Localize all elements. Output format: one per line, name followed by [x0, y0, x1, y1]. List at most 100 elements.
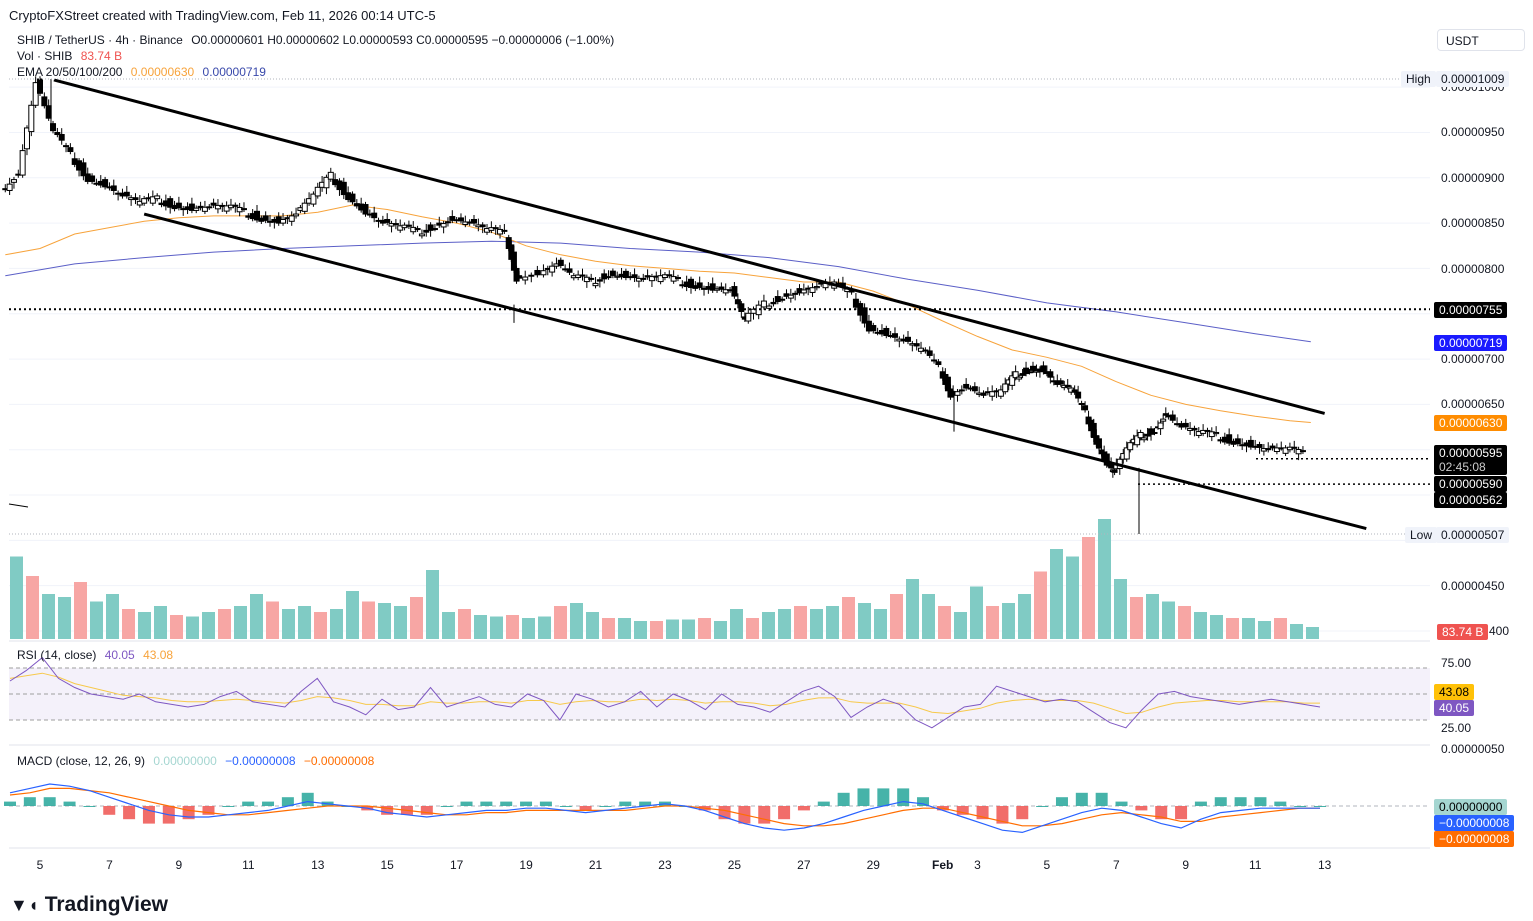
y-tick-400: 400	[1489, 624, 1510, 638]
x-tick-label: 11	[1248, 858, 1262, 872]
macd-histogram-bar	[797, 806, 810, 811]
volume-bar	[970, 586, 983, 639]
candle-body	[58, 134, 65, 141]
volume-bar	[570, 603, 583, 639]
volume-bar	[42, 594, 55, 639]
candle-body	[1040, 365, 1047, 373]
candle-body	[1169, 414, 1176, 421]
level-590-tag: 0.00000590	[1434, 476, 1508, 492]
macd-histogram-bar	[103, 806, 116, 815]
candle-body	[193, 207, 200, 211]
volume-bar	[26, 576, 39, 639]
volume-legend[interactable]: Vol · SHIB 83.74 B	[17, 49, 127, 63]
candle-body	[657, 275, 664, 283]
candle-body	[1009, 375, 1016, 386]
volume-bar	[90, 601, 103, 639]
candle-body	[384, 218, 391, 223]
y-tick-700: 0.00000700	[1441, 352, 1505, 366]
tradingview-logo[interactable]: ▼◖ TradingView	[10, 893, 168, 917]
ema-legend[interactable]: EMA 20/50/100/200 0.00000630 0.00000719	[17, 65, 271, 79]
candle-body	[1026, 371, 1033, 374]
candle-body	[1029, 365, 1036, 371]
macd-histogram-bar	[4, 801, 16, 806]
candle-body	[770, 301, 777, 305]
candle-body	[418, 233, 425, 237]
macd-histogram-bar	[43, 797, 56, 806]
volume-bar	[1210, 615, 1223, 639]
rsi-line	[9, 656, 1321, 729]
macd-histogram-bar	[1135, 806, 1148, 811]
volume-bar	[410, 597, 423, 639]
volume-bar	[234, 606, 247, 639]
macd-histogram-bar	[897, 788, 910, 806]
candle-body	[1123, 447, 1130, 460]
candle-body	[1064, 384, 1071, 388]
volume-bar	[1194, 612, 1207, 639]
candle-body	[813, 286, 820, 289]
candle-body	[935, 361, 942, 366]
volume-label: Vol · SHIB	[17, 49, 73, 63]
candle-body	[349, 193, 356, 203]
volume-bar	[298, 606, 311, 639]
macd-histogram-bar	[1055, 797, 1068, 806]
ema50-line	[5, 204, 1311, 423]
volume-bar	[282, 609, 295, 639]
candle-body	[722, 289, 729, 294]
volume-bar	[474, 615, 487, 639]
macd-histogram-bar	[579, 806, 592, 811]
macd-histogram-bar	[996, 806, 1009, 824]
candle-body	[1071, 389, 1078, 393]
candle-body	[760, 300, 767, 308]
volume-bar	[362, 601, 375, 639]
candle-body	[141, 198, 148, 204]
candle-body	[110, 185, 117, 191]
x-tick-label: 7	[1112, 858, 1120, 872]
x-tick-label: Feb	[932, 858, 954, 872]
volume-bar	[1050, 549, 1063, 639]
level-755-tag: 0.00000755	[1434, 302, 1508, 318]
volume-bar	[346, 591, 359, 639]
candle-body	[449, 216, 456, 221]
macd-legend[interactable]: MACD (close, 12, 26, 9) 0.00000000 −0.00…	[17, 754, 379, 768]
macd-signal-tag: −0.00000008	[1434, 831, 1515, 847]
candle-body	[232, 204, 239, 207]
candle-body	[301, 202, 308, 212]
candle-body	[516, 275, 523, 279]
candle-body	[1182, 422, 1189, 428]
level-562-tag: 0.00000562	[1434, 492, 1508, 508]
candle-body	[883, 327, 890, 337]
candle-body	[240, 208, 247, 211]
volume-bar	[650, 621, 663, 639]
candle-body	[510, 251, 517, 271]
x-tick-label: 23	[658, 858, 672, 872]
tradingview-wordmark: TradingView	[44, 893, 169, 916]
volume-bar	[10, 556, 23, 639]
candle-body	[1057, 380, 1064, 385]
macd-histogram-bar	[1274, 801, 1287, 806]
x-tick-label: 19	[519, 858, 533, 872]
currency-button[interactable]: USDT	[1437, 29, 1525, 51]
y-tick-450: 0.00000450	[1441, 579, 1505, 593]
candle-body	[997, 389, 1004, 397]
macd-line-tag: −0.00000008	[1434, 815, 1515, 831]
volume-bar	[1018, 594, 1031, 639]
volume-bar	[794, 606, 807, 639]
ema50-tag: 0.00000630	[1434, 415, 1508, 431]
candle-body	[696, 282, 703, 288]
candle-body	[549, 265, 556, 273]
x-tick-label: 27	[797, 858, 811, 872]
macd-histogram-bar	[480, 801, 493, 806]
y-tick-950: 0.00000950	[1441, 125, 1505, 139]
rsi-legend[interactable]: RSI (14, close) 40.05 43.08	[17, 648, 178, 662]
candle-body	[592, 282, 599, 287]
candle-body	[989, 391, 996, 397]
candle-body	[605, 276, 612, 279]
symbol-legend[interactable]: SHIB / TetherUS · 4h · Binance O0.000006…	[17, 33, 619, 47]
x-tick-label: 3	[974, 858, 981, 872]
candle-body	[734, 299, 741, 305]
candle-body	[67, 147, 74, 153]
x-tick-label: 13	[311, 858, 325, 872]
volume-bar	[602, 618, 615, 639]
macd-histogram-bar	[877, 788, 890, 806]
